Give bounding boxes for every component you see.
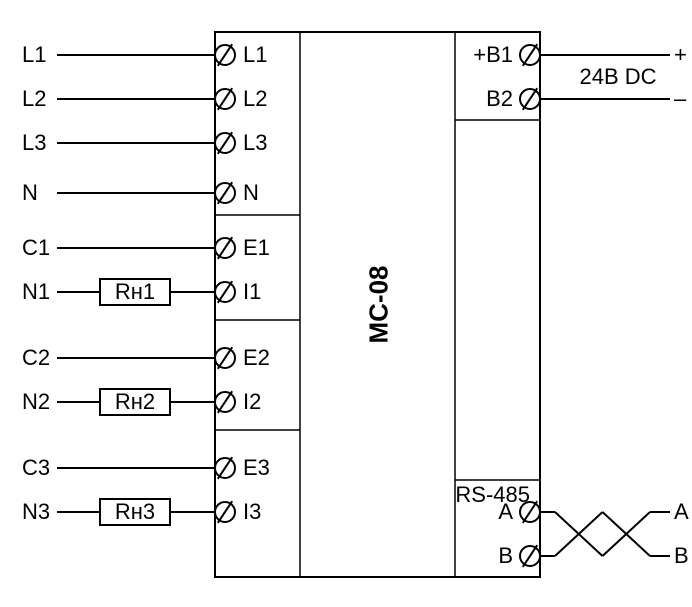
int-label-E2: E2: [243, 345, 270, 370]
int-label-E1: E1: [243, 235, 270, 260]
int-label-L3: L3: [243, 130, 267, 155]
ext-label-L3: L3: [22, 130, 46, 155]
ext-label-N2: N2: [22, 389, 50, 414]
ext-label-C2: C2: [22, 345, 50, 370]
device-title: МС-08: [364, 265, 394, 343]
ext-label-L1: L1: [22, 42, 46, 67]
ext-label-N: N: [22, 180, 38, 205]
ext-label-C1: C1: [22, 235, 50, 260]
resistor-label-Rн2: Rн2: [115, 389, 155, 414]
svg-text:МС-08: МС-08: [364, 265, 394, 343]
label-b-ext: B: [674, 543, 689, 568]
ext-label-N1: N1: [22, 279, 50, 304]
label-minus: –: [674, 86, 687, 111]
int-label-E3: E3: [243, 455, 270, 480]
int-label-I3: I3: [243, 499, 261, 524]
int-label-I1: I1: [243, 279, 261, 304]
int-label-N: N: [243, 180, 259, 205]
label-b-int: B: [498, 543, 513, 568]
ext-label-L2: L2: [22, 86, 46, 111]
label-plus: +: [674, 42, 687, 67]
int-label-I2: I2: [243, 389, 261, 414]
resistor-label-Rн3: Rн3: [115, 499, 155, 524]
label-supply: 24В DC: [579, 64, 656, 89]
label-a-ext: A: [674, 499, 689, 524]
int-label-L2: L2: [243, 86, 267, 111]
ext-label-C3: C3: [22, 455, 50, 480]
ext-label-N3: N3: [22, 499, 50, 524]
label-b2: B2: [486, 86, 513, 111]
label-a-int: A: [498, 499, 513, 524]
int-label-L1: L1: [243, 42, 267, 67]
resistor-label-Rн1: Rн1: [115, 279, 155, 304]
label-rs485: RS-485: [455, 482, 530, 507]
label-b1: +B1: [473, 42, 513, 67]
